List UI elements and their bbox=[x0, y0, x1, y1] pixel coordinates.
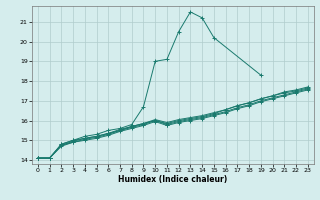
X-axis label: Humidex (Indice chaleur): Humidex (Indice chaleur) bbox=[118, 175, 228, 184]
